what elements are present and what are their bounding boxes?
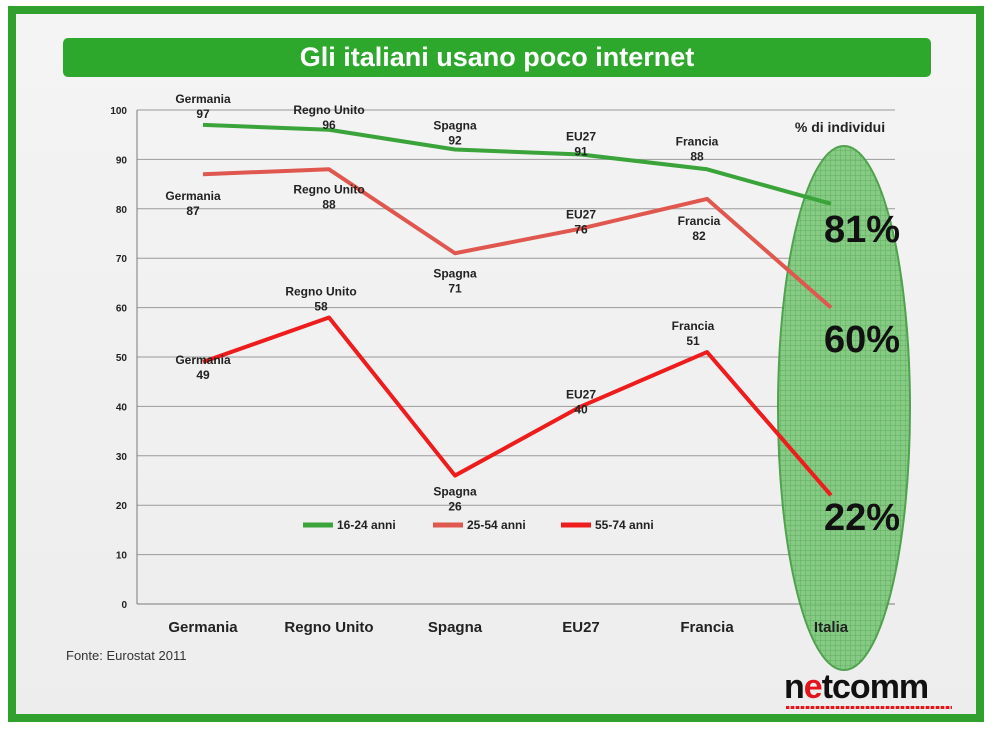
source-note: Fonte: Eurostat 2011 <box>66 648 187 663</box>
y-tick-label: 100 <box>110 106 127 117</box>
point-label-name: Spagna <box>433 266 477 280</box>
title-bar: Gli italiani usano poco internet <box>63 38 931 77</box>
point-label-value: 87 <box>186 204 200 218</box>
point-label-value: 40 <box>574 402 588 416</box>
point-label-value: 49 <box>196 368 210 382</box>
series-line-25-54 anni <box>202 167 833 310</box>
point-label-value: 88 <box>322 197 336 211</box>
y-tick-label: 80 <box>116 205 128 216</box>
point-label-name: Regno Unito <box>285 284 356 298</box>
y-tick-label: 40 <box>116 402 128 413</box>
point-label-name: Germania <box>165 189 221 203</box>
point-label-value: 92 <box>448 134 462 148</box>
unit-label: % di individui <box>795 119 885 135</box>
point-label-name: EU27 <box>566 387 596 401</box>
y-tick-label: 70 <box>116 254 128 265</box>
point-label-value: 58 <box>314 299 328 313</box>
italia-value-label: 22% <box>824 497 900 539</box>
italia-value-label: 81% <box>824 209 900 251</box>
point-label-value: 97 <box>196 107 210 121</box>
point-label-name: Francia <box>678 214 721 228</box>
x-tick-label: Germania <box>168 619 238 636</box>
italia-value-label: 60% <box>824 319 900 361</box>
legend-label: 55-74 anni <box>595 518 654 532</box>
point-label-value: 96 <box>322 118 336 132</box>
series-line-55-74 anni <box>202 315 833 497</box>
legend-label: 25-54 anni <box>467 518 526 532</box>
y-tick-label: 30 <box>116 452 128 463</box>
series-line-16-24 anni <box>202 122 832 206</box>
point-label-name: Regno Unito <box>293 103 364 117</box>
point-label-name: EU27 <box>566 129 596 143</box>
point-label-name: Germania <box>175 353 231 367</box>
x-tick-label: Regno Unito <box>284 619 373 636</box>
y-tick-label: 60 <box>116 304 128 315</box>
logo-tagline-bar <box>786 706 952 709</box>
x-tick-label: Francia <box>680 619 734 636</box>
chart-title: Gli italiani usano poco internet <box>299 42 695 72</box>
x-tick-label: Italia <box>814 619 849 636</box>
point-label-value: 26 <box>448 500 462 514</box>
point-label-value: 71 <box>448 281 462 295</box>
y-tick-label: 10 <box>116 551 128 562</box>
point-label-value: 82 <box>692 229 706 243</box>
x-tick-label: Spagna <box>428 619 483 636</box>
point-label-value: 88 <box>690 149 704 163</box>
netcomm-logo: netcomm <box>784 668 954 714</box>
point-label-name: Francia <box>676 134 719 148</box>
point-label-name: Regno Unito <box>293 182 364 196</box>
point-label-value: 51 <box>686 334 700 348</box>
legend-label: 16-24 anni <box>337 518 396 532</box>
y-tick-label: 0 <box>121 600 127 611</box>
logo-wordmark: netcomm <box>784 668 929 706</box>
y-tick-label: 20 <box>116 501 128 512</box>
italia-highlight-ellipse <box>777 145 911 671</box>
y-tick-label: 90 <box>116 155 128 166</box>
x-tick-label: EU27 <box>562 619 600 636</box>
point-label-name: Spagna <box>433 485 477 499</box>
y-tick-label: 50 <box>116 353 128 364</box>
point-label-value: 76 <box>574 223 588 237</box>
point-label-name: Francia <box>672 319 715 333</box>
point-label-name: Spagna <box>433 119 477 133</box>
point-label-name: EU27 <box>566 208 596 222</box>
point-label-name: Germania <box>175 92 231 106</box>
point-label-value: 91 <box>574 144 588 158</box>
